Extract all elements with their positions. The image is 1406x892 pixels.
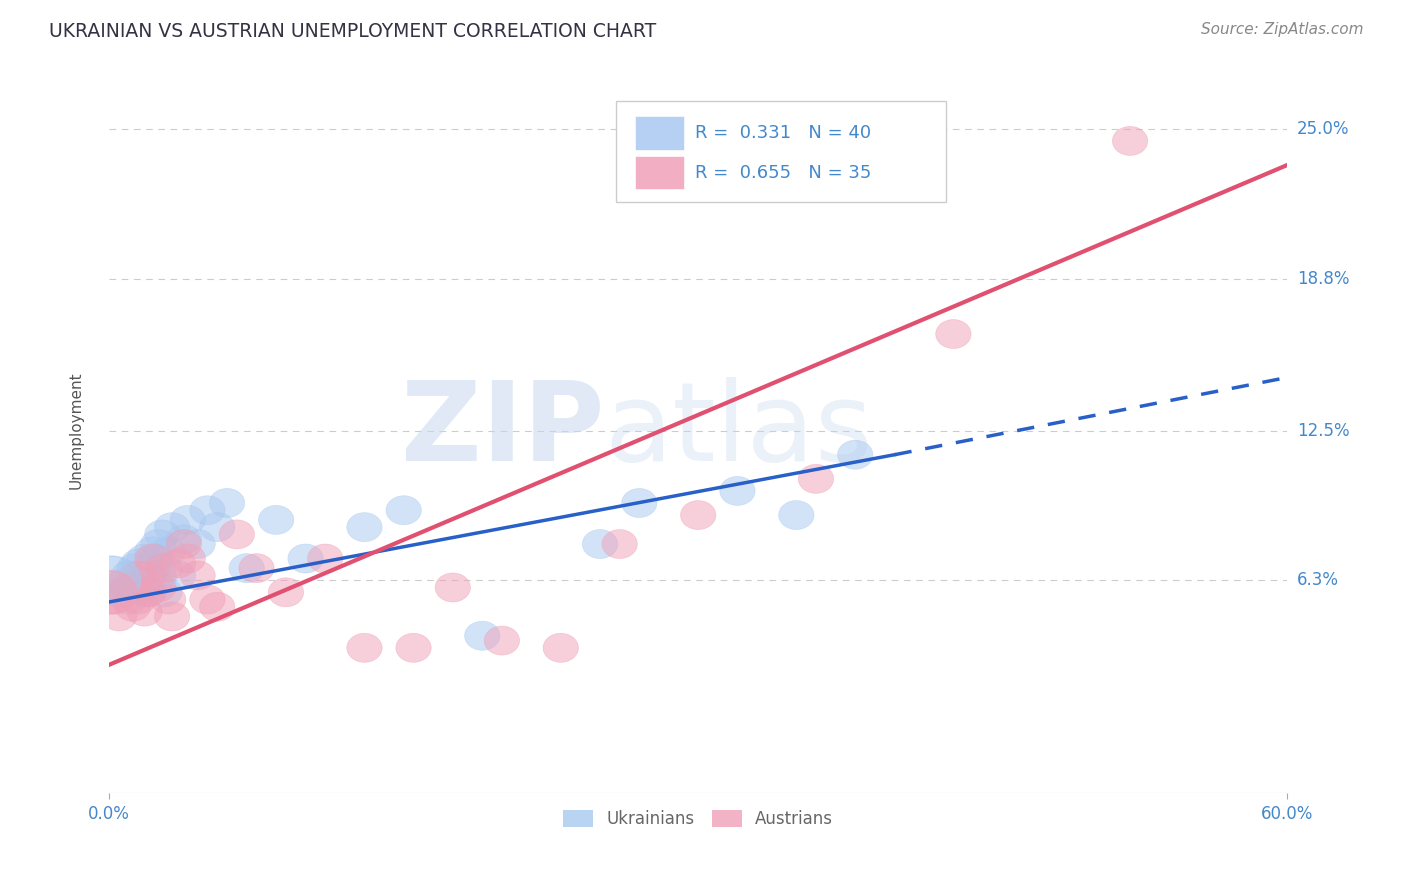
Ellipse shape — [107, 568, 142, 597]
Ellipse shape — [115, 573, 150, 602]
Ellipse shape — [122, 578, 159, 607]
Ellipse shape — [720, 476, 755, 506]
Ellipse shape — [141, 573, 176, 602]
Ellipse shape — [141, 530, 176, 558]
Ellipse shape — [141, 561, 176, 590]
Ellipse shape — [82, 571, 136, 614]
Ellipse shape — [155, 513, 190, 541]
Text: 12.5%: 12.5% — [1296, 422, 1350, 440]
Ellipse shape — [543, 633, 578, 663]
Ellipse shape — [160, 561, 195, 590]
Ellipse shape — [166, 530, 201, 558]
Text: UKRAINIAN VS AUSTRIAN UNEMPLOYMENT CORRELATION CHART: UKRAINIAN VS AUSTRIAN UNEMPLOYMENT CORRE… — [49, 22, 657, 41]
Ellipse shape — [131, 561, 166, 590]
Ellipse shape — [82, 556, 141, 605]
Ellipse shape — [219, 520, 254, 549]
Ellipse shape — [150, 585, 186, 614]
Ellipse shape — [838, 441, 873, 469]
Ellipse shape — [180, 561, 215, 590]
Ellipse shape — [117, 554, 152, 582]
Ellipse shape — [166, 524, 201, 554]
Ellipse shape — [121, 585, 156, 614]
Ellipse shape — [101, 578, 136, 607]
Ellipse shape — [155, 602, 190, 631]
Text: R =  0.331   N = 40: R = 0.331 N = 40 — [695, 124, 870, 142]
Ellipse shape — [135, 544, 170, 573]
Ellipse shape — [288, 544, 323, 573]
Ellipse shape — [936, 319, 972, 349]
Ellipse shape — [799, 465, 834, 493]
Ellipse shape — [121, 561, 156, 590]
Ellipse shape — [131, 578, 166, 607]
Ellipse shape — [101, 602, 136, 631]
Ellipse shape — [127, 544, 162, 573]
Text: Unemployment: Unemployment — [69, 372, 84, 490]
Ellipse shape — [180, 530, 215, 558]
Ellipse shape — [239, 554, 274, 582]
Ellipse shape — [347, 513, 382, 541]
Ellipse shape — [190, 585, 225, 614]
Ellipse shape — [127, 568, 162, 597]
Ellipse shape — [387, 496, 422, 524]
Ellipse shape — [160, 549, 195, 578]
Ellipse shape — [97, 585, 132, 614]
Ellipse shape — [229, 554, 264, 582]
FancyBboxPatch shape — [634, 116, 685, 150]
Text: 6.3%: 6.3% — [1296, 571, 1339, 590]
Ellipse shape — [484, 626, 520, 655]
Ellipse shape — [111, 585, 146, 614]
Ellipse shape — [146, 578, 181, 607]
Ellipse shape — [464, 621, 501, 650]
Ellipse shape — [111, 573, 146, 602]
Ellipse shape — [139, 544, 174, 573]
Ellipse shape — [1112, 127, 1147, 155]
Ellipse shape — [135, 537, 170, 566]
Ellipse shape — [170, 544, 205, 573]
Ellipse shape — [602, 530, 637, 558]
Text: 18.8%: 18.8% — [1296, 269, 1350, 287]
Ellipse shape — [127, 597, 162, 626]
Ellipse shape — [111, 561, 146, 590]
FancyBboxPatch shape — [616, 101, 945, 202]
Ellipse shape — [190, 496, 225, 524]
Ellipse shape — [396, 633, 432, 663]
Ellipse shape — [434, 573, 471, 602]
Legend: Ukrainians, Austrians: Ukrainians, Austrians — [557, 804, 839, 835]
Ellipse shape — [131, 561, 166, 590]
Ellipse shape — [170, 506, 205, 534]
Ellipse shape — [259, 506, 294, 534]
Ellipse shape — [779, 500, 814, 530]
Ellipse shape — [681, 500, 716, 530]
Text: ZIP: ZIP — [401, 377, 605, 484]
Text: atlas: atlas — [605, 377, 873, 484]
Text: R =  0.655   N = 35: R = 0.655 N = 35 — [695, 164, 872, 182]
Text: Source: ZipAtlas.com: Source: ZipAtlas.com — [1201, 22, 1364, 37]
Ellipse shape — [200, 592, 235, 621]
Text: 25.0%: 25.0% — [1296, 120, 1350, 138]
Ellipse shape — [621, 489, 657, 517]
Ellipse shape — [131, 578, 166, 607]
Ellipse shape — [135, 554, 170, 582]
Ellipse shape — [146, 554, 181, 582]
FancyBboxPatch shape — [634, 156, 685, 189]
Ellipse shape — [115, 592, 150, 621]
Ellipse shape — [347, 633, 382, 663]
Ellipse shape — [107, 578, 142, 607]
Ellipse shape — [145, 520, 180, 549]
Ellipse shape — [269, 578, 304, 607]
Ellipse shape — [200, 513, 235, 541]
Ellipse shape — [121, 549, 156, 578]
Ellipse shape — [308, 544, 343, 573]
Ellipse shape — [150, 537, 186, 566]
Ellipse shape — [209, 489, 245, 517]
Ellipse shape — [121, 573, 156, 602]
Ellipse shape — [582, 530, 617, 558]
